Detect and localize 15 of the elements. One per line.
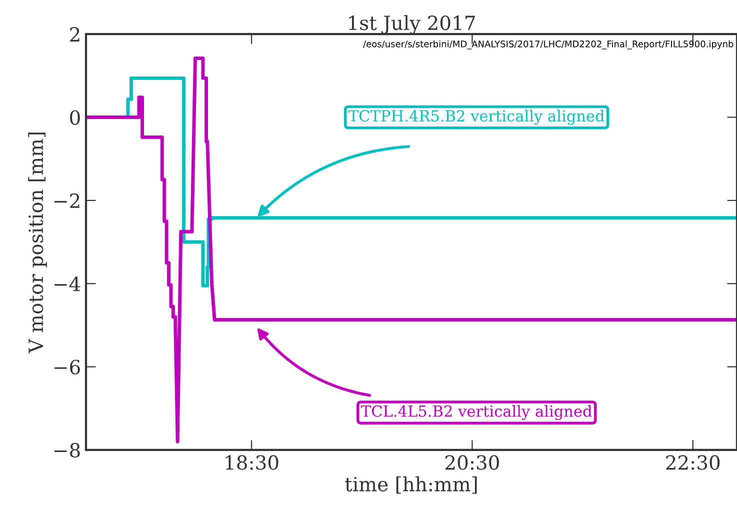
annotation: TCTPH.4R5.B2 vertically aligned <box>348 110 604 125</box>
y-tick-label: −6 <box>54 360 80 374</box>
annotation: /eos/user/s/sterbini/MD_ANALYSIS/2017/LHC/MD2202_Final_Report/FILL5900.ipynb <box>363 40 734 50</box>
annotation: TCL.4L5.B2 vertically aligned <box>361 405 592 420</box>
x-tick-label: 20:30 <box>445 455 499 470</box>
line-series <box>86 56 737 444</box>
x-tick-label: 22:30 <box>666 455 720 470</box>
y-tick-label: −2 <box>54 193 80 208</box>
y-axis-title: V motor position [mm] <box>28 132 47 354</box>
y-tick-label: 2 <box>70 27 80 42</box>
x-axis-title: time [hh:mm] <box>345 476 477 494</box>
y-tick-label: −4 <box>54 276 80 291</box>
y-tick-label: −8 <box>54 442 80 458</box>
y-tick-label: 0 <box>70 110 80 125</box>
x-tick-label: 18:30 <box>226 455 278 470</box>
